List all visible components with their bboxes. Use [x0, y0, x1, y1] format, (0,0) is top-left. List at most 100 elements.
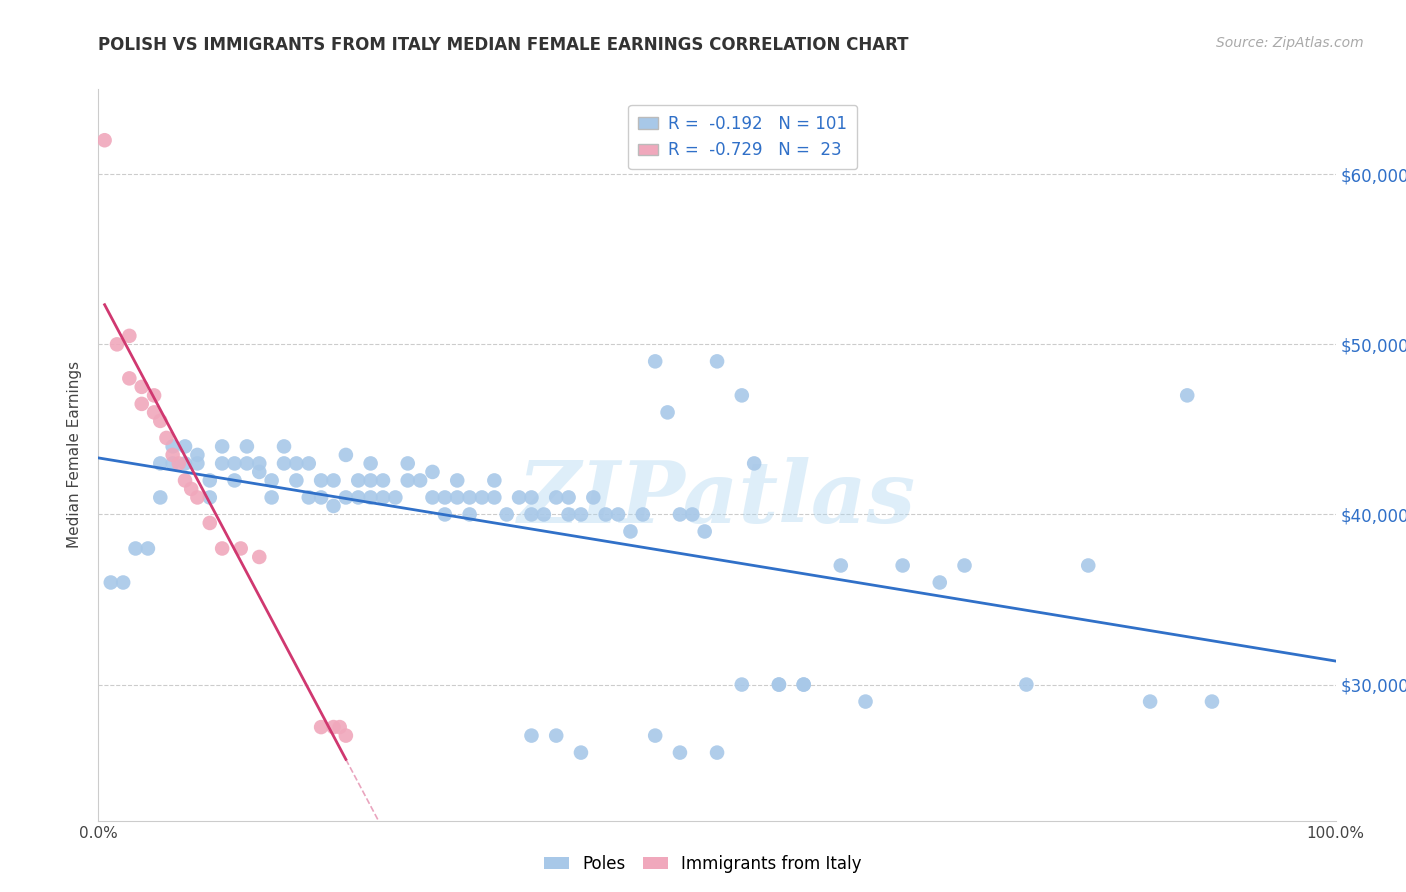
Point — [186, 448, 208, 462]
Point — [273, 439, 295, 453]
Point — [347, 474, 370, 488]
Point — [433, 508, 456, 522]
Point — [149, 414, 172, 428]
Point — [335, 491, 357, 505]
Point — [484, 491, 506, 505]
Point — [236, 439, 259, 453]
Point — [105, 337, 128, 351]
Point — [928, 575, 950, 590]
Legend: Poles, Immigrants from Italy: Poles, Immigrants from Italy — [537, 848, 869, 880]
Point — [118, 329, 141, 343]
Point — [180, 482, 202, 496]
Point — [619, 524, 641, 539]
Point — [384, 491, 406, 505]
Point — [1139, 695, 1161, 709]
Point — [118, 371, 141, 385]
Point — [329, 720, 352, 734]
Point — [731, 388, 754, 402]
Point — [446, 474, 468, 488]
Point — [100, 575, 122, 590]
Point — [224, 474, 246, 488]
Point — [546, 729, 568, 743]
Point — [1077, 558, 1099, 573]
Point — [247, 457, 270, 471]
Point — [520, 508, 543, 522]
Legend: R =  -0.192   N = 101, R =  -0.729   N =  23: R = -0.192 N = 101, R = -0.729 N = 23 — [628, 105, 858, 169]
Point — [793, 677, 815, 691]
Point — [211, 541, 233, 556]
Point — [520, 491, 543, 505]
Point — [607, 508, 630, 522]
Point — [742, 457, 765, 471]
Point — [298, 491, 321, 505]
Point — [360, 474, 382, 488]
Point — [768, 677, 790, 691]
Point — [458, 508, 481, 522]
Point — [112, 575, 135, 590]
Point — [422, 491, 444, 505]
Point — [546, 491, 568, 505]
Point — [484, 474, 506, 488]
Point — [681, 508, 703, 522]
Point — [706, 354, 728, 368]
Point — [422, 465, 444, 479]
Point — [644, 354, 666, 368]
Point — [706, 746, 728, 760]
Point — [136, 541, 159, 556]
Point — [124, 541, 146, 556]
Point — [520, 729, 543, 743]
Point — [131, 380, 153, 394]
Point — [167, 457, 190, 471]
Point — [260, 474, 283, 488]
Point — [1175, 388, 1198, 402]
Point — [1201, 695, 1223, 709]
Point — [273, 457, 295, 471]
Point — [855, 695, 877, 709]
Point — [298, 457, 321, 471]
Point — [131, 397, 153, 411]
Point — [557, 508, 579, 522]
Point — [669, 508, 692, 522]
Point — [669, 746, 692, 760]
Point — [224, 457, 246, 471]
Point — [247, 549, 270, 564]
Point — [162, 457, 184, 471]
Point — [229, 541, 252, 556]
Point — [322, 499, 344, 513]
Point — [1015, 677, 1038, 691]
Point — [595, 508, 617, 522]
Point — [508, 491, 530, 505]
Point — [471, 491, 494, 505]
Point — [149, 491, 172, 505]
Point — [693, 524, 716, 539]
Point — [830, 558, 852, 573]
Point — [657, 405, 679, 419]
Point — [433, 491, 456, 505]
Point — [93, 133, 115, 147]
Point — [211, 439, 233, 453]
Point — [309, 491, 332, 505]
Point — [371, 491, 394, 505]
Point — [793, 677, 815, 691]
Point — [396, 457, 419, 471]
Point — [335, 448, 357, 462]
Point — [322, 474, 344, 488]
Point — [174, 457, 197, 471]
Point — [174, 474, 197, 488]
Text: POLISH VS IMMIGRANTS FROM ITALY MEDIAN FEMALE EARNINGS CORRELATION CHART: POLISH VS IMMIGRANTS FROM ITALY MEDIAN F… — [98, 36, 908, 54]
Point — [495, 508, 517, 522]
Point — [211, 457, 233, 471]
Y-axis label: Median Female Earnings: Median Female Earnings — [67, 361, 83, 549]
Point — [247, 465, 270, 479]
Point — [155, 431, 177, 445]
Point — [533, 508, 555, 522]
Point — [186, 491, 208, 505]
Point — [569, 746, 592, 760]
Text: ZIPatlas: ZIPatlas — [517, 457, 917, 541]
Point — [309, 720, 332, 734]
Point — [768, 677, 790, 691]
Point — [953, 558, 976, 573]
Point — [335, 729, 357, 743]
Point — [198, 491, 221, 505]
Point — [285, 457, 308, 471]
